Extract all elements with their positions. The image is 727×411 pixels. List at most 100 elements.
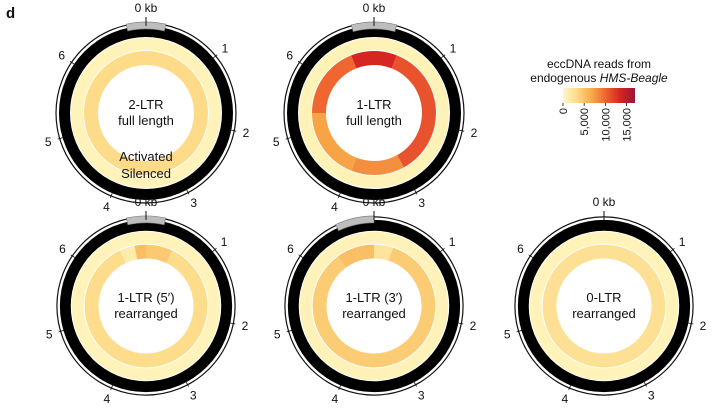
activated-track-segment [312, 55, 357, 113]
legend-title-line1: eccDNA reads from [547, 57, 651, 71]
position-tick [109, 193, 113, 198]
position-tick [441, 54, 446, 59]
position-label-3: 3 [648, 388, 655, 402]
circle-label-line2: full length [118, 113, 174, 128]
activated-track-segment [134, 244, 146, 260]
activated-track-segment [374, 51, 397, 69]
position-tick [297, 60, 303, 65]
position-label-6: 6 [517, 242, 524, 256]
circle-label-line1: 1-LTR [356, 97, 391, 112]
legend-color-bar [563, 88, 635, 103]
legend-tick-label: 10,000 [600, 108, 612, 142]
position-label-5: 5 [504, 328, 511, 342]
position-tick [528, 254, 534, 258]
position-label-1: 1 [222, 41, 229, 55]
position-tick [414, 189, 418, 195]
position-tick [670, 248, 675, 252]
position-label-6: 6 [287, 242, 294, 256]
position-label-5: 5 [46, 328, 53, 342]
position-tick [440, 248, 445, 252]
position-label-3: 3 [418, 196, 425, 210]
position-label-3: 3 [190, 388, 197, 402]
circle-label-line1: 2-LTR [128, 97, 163, 112]
position-label-0kb: 0 kb [363, 195, 386, 209]
activated-track-segment [351, 51, 374, 69]
position-label-0kb: 0 kb [135, 195, 158, 209]
circle-label-line2: full length [346, 113, 402, 128]
position-tick [688, 322, 694, 325]
position-tick [298, 254, 304, 258]
ltr-mark [125, 215, 167, 226]
activated-track-segment [351, 155, 404, 175]
position-label-4: 4 [331, 392, 338, 406]
circle-1ltr-3prime-rearranged: 0 kb 1 2 3 4 5 6 1-LTR (3′)rearranged [274, 195, 477, 406]
position-tick [58, 330, 64, 333]
position-label-4: 4 [331, 200, 338, 214]
position-tick [231, 129, 237, 132]
position-tick [568, 385, 571, 391]
position-label-2: 2 [243, 126, 250, 140]
position-tick [285, 137, 291, 140]
color-legend: eccDNA reads from endogenous HMS-Beagle … [530, 57, 668, 142]
circle-label-line1: 1-LTR (3′) [345, 290, 402, 305]
position-tick [70, 254, 76, 258]
position-label-4: 4 [103, 200, 110, 214]
position-tick [337, 193, 341, 198]
position-tick [185, 381, 189, 387]
activated-track-segment [119, 245, 138, 264]
position-label-0kb: 0 kb [363, 1, 386, 15]
position-label-2: 2 [470, 319, 477, 333]
position-tick [643, 381, 647, 387]
position-label-0kb: 0 kb [135, 1, 158, 15]
ltr-mark [351, 21, 397, 33]
position-tick [69, 60, 75, 65]
position-label-4: 4 [103, 392, 110, 406]
legend-tick-label: 5,000 [579, 108, 591, 136]
track-label-activated: Activated [119, 149, 172, 164]
panel-letter: d [6, 5, 15, 22]
circle-label-line1: 1-LTR (5′) [117, 290, 174, 305]
circle-label-line1: 0-LTR [586, 290, 621, 305]
position-label-3: 3 [190, 196, 197, 210]
activated-track-segment [146, 244, 173, 264]
position-tick [212, 248, 217, 252]
position-label-6: 6 [58, 49, 65, 63]
activated-track-segment [391, 55, 436, 168]
position-label-6: 6 [59, 242, 66, 256]
legend-title-italic: HMS-Beagle [600, 71, 668, 85]
position-label-2: 2 [471, 126, 478, 140]
position-label-5: 5 [274, 328, 281, 342]
circle-label-line2: rearranged [114, 306, 178, 321]
activated-track-segment [312, 113, 357, 171]
ltr-mark [125, 21, 167, 32]
position-label-5: 5 [273, 135, 280, 149]
position-label-1: 1 [679, 235, 686, 249]
track-label-silenced: Silenced [121, 166, 171, 181]
circle-label-line2: rearranged [342, 306, 406, 321]
position-label-1: 1 [221, 235, 228, 249]
position-label-1: 1 [450, 41, 457, 55]
circle-label-line2: rearranged [572, 306, 636, 321]
legend-title-prefix: endogenous [530, 71, 596, 85]
position-tick [458, 322, 464, 325]
position-tick [516, 330, 522, 333]
position-tick [110, 385, 113, 391]
position-tick [57, 137, 63, 140]
position-label-5: 5 [45, 135, 52, 149]
position-label-2: 2 [242, 319, 249, 333]
position-label-1: 1 [449, 235, 456, 249]
position-label-2: 2 [700, 319, 707, 333]
position-label-0kb: 0 kb [593, 195, 616, 209]
position-label-6: 6 [286, 49, 293, 63]
position-tick [230, 322, 236, 325]
activated-track-segment [374, 244, 393, 261]
position-tick [338, 385, 341, 391]
position-label-3: 3 [418, 388, 425, 402]
legend-ticks: 0 5,000 10,000 15,000 [558, 103, 634, 142]
position-tick [286, 330, 292, 333]
position-label-4: 4 [561, 392, 568, 406]
